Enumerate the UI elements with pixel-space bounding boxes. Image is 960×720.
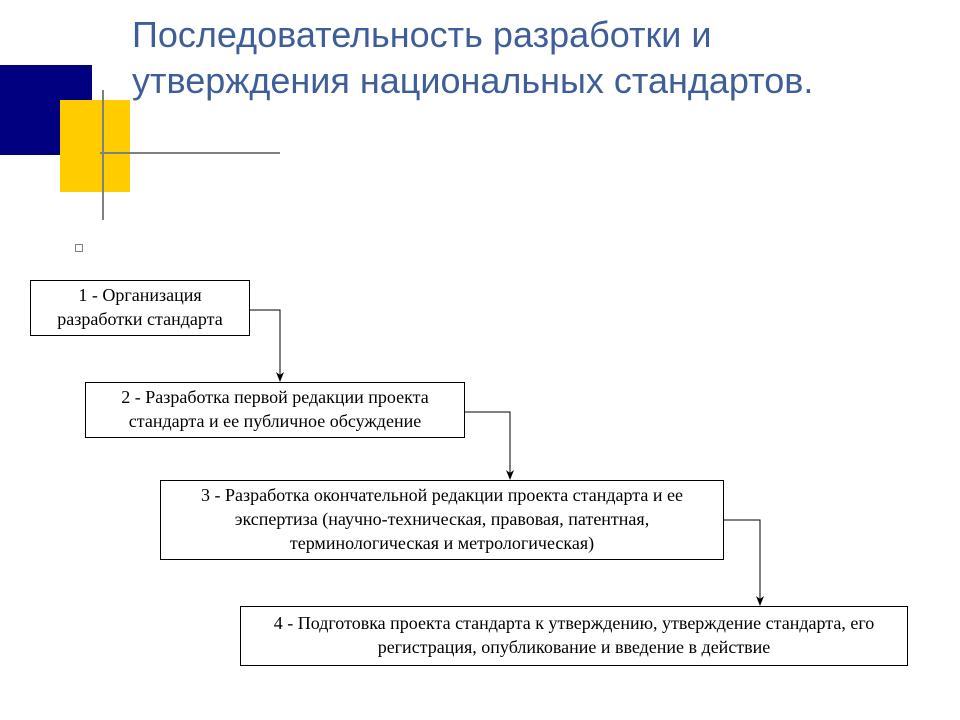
flow-step-2-label: 2 - Разработка первой редакции проекта с… bbox=[94, 386, 456, 434]
flow-step-3: 3 - Разработка окончательной редакции пр… bbox=[160, 480, 724, 560]
flow-step-3-label: 3 - Разработка окончательной редакции пр… bbox=[169, 484, 715, 555]
decor-vertical-line bbox=[102, 90, 104, 220]
list-bullet-icon bbox=[75, 244, 83, 252]
decor-yellow-rect bbox=[60, 100, 130, 192]
flow-step-1-label: 1 - Организация разработки стандарта bbox=[39, 284, 241, 332]
flow-step-4: 4 - Подготовка проекта стандарта к утвер… bbox=[240, 606, 908, 666]
slide-title: Последовательность разработки и утвержде… bbox=[132, 12, 912, 104]
flow-step-2: 2 - Разработка первой редакции проекта с… bbox=[85, 382, 465, 438]
flow-step-4-label: 4 - Подготовка проекта стандарта к утвер… bbox=[249, 612, 899, 660]
decor-horizontal-line bbox=[100, 152, 280, 154]
flow-step-1: 1 - Организация разработки стандарта bbox=[30, 280, 250, 336]
